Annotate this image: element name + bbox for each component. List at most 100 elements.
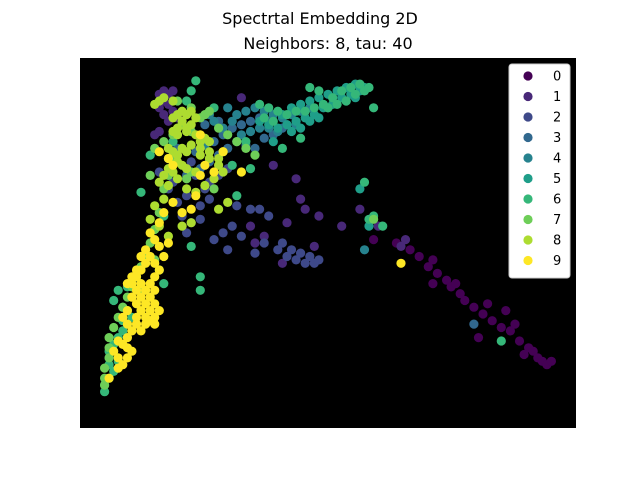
point-6-5 xyxy=(364,82,374,93)
point-7-24 xyxy=(104,333,114,343)
point-4-9 xyxy=(245,126,256,137)
point-1-16 xyxy=(282,218,292,228)
point-5-3 xyxy=(305,96,315,106)
point-6-15 xyxy=(273,106,283,116)
point-8-54 xyxy=(182,164,192,174)
point-8-34 xyxy=(209,174,219,184)
point-6-7 xyxy=(346,82,356,93)
point-9-7 xyxy=(145,292,155,302)
chart-title: Spectrtal Embedding 2D xyxy=(222,9,418,28)
legend-entry-5: 5 xyxy=(523,172,561,187)
point-7-6 xyxy=(214,123,224,133)
point-9-47 xyxy=(159,208,169,218)
point-1-29 xyxy=(314,211,324,221)
point-2-12 xyxy=(236,231,246,241)
point-9-48 xyxy=(168,197,178,207)
point-0-7 xyxy=(460,295,470,306)
point-6-61 xyxy=(496,336,506,346)
point-2-32 xyxy=(264,211,274,221)
point-7-29 xyxy=(100,380,110,390)
point-1-17 xyxy=(309,241,319,251)
point-9-24 xyxy=(131,299,142,309)
point-9-1 xyxy=(145,251,155,262)
point-6-28 xyxy=(245,164,256,174)
point-8-57 xyxy=(159,170,169,180)
point-8-29 xyxy=(163,180,173,191)
point-7-10 xyxy=(250,150,260,160)
point-9-42 xyxy=(122,353,132,363)
legend-label-4: 4 xyxy=(553,152,561,167)
point-5-31 xyxy=(355,184,365,194)
point-1-10 xyxy=(150,130,160,140)
legend-entry-7: 7 xyxy=(523,213,561,228)
point-9-70 xyxy=(136,279,146,289)
point-9-31 xyxy=(122,306,132,316)
point-2-13 xyxy=(223,245,233,255)
point-7-36 xyxy=(145,170,155,180)
legend-entry-8: 8 xyxy=(523,234,561,249)
point-8-17 xyxy=(186,140,196,150)
point-2-30 xyxy=(232,201,242,211)
point-8-25 xyxy=(214,153,224,164)
legend-marker-3 xyxy=(523,132,533,143)
point-9-60 xyxy=(163,153,173,164)
point-9-20 xyxy=(131,265,142,275)
point-9-14 xyxy=(131,285,142,295)
point-5-30 xyxy=(364,221,374,231)
point-9-53 xyxy=(177,208,187,218)
point-4-0 xyxy=(232,110,242,120)
legend-entry-6: 6 xyxy=(523,193,561,208)
point-0-4 xyxy=(442,275,452,285)
point-9-25 xyxy=(136,306,146,316)
point-7-0 xyxy=(159,137,169,147)
point-0-29 xyxy=(519,349,529,360)
point-4-1 xyxy=(241,106,251,116)
point-1-20 xyxy=(396,241,406,251)
point-9-22 xyxy=(122,279,132,289)
point-0-3 xyxy=(432,268,442,278)
legend-label-9: 9 xyxy=(553,254,561,269)
point-8-36 xyxy=(223,197,233,207)
point-8-8 xyxy=(177,116,187,126)
point-1-24 xyxy=(268,160,278,170)
point-8-20 xyxy=(163,143,173,153)
point-0-8 xyxy=(469,302,479,312)
point-9-43 xyxy=(127,346,137,356)
point-5-28 xyxy=(314,113,324,123)
point-6-58 xyxy=(100,387,110,397)
point-6-24 xyxy=(277,143,287,153)
point-5-16 xyxy=(291,116,301,126)
point-2-9 xyxy=(273,245,283,255)
point-9-51 xyxy=(150,235,160,245)
point-6-31 xyxy=(186,86,196,96)
point-5-2 xyxy=(296,99,306,109)
point-1-8 xyxy=(159,110,169,120)
point-2-6 xyxy=(300,258,310,268)
point-1-27 xyxy=(337,221,347,231)
point-9-56 xyxy=(195,170,205,180)
point-9-3 xyxy=(154,265,164,275)
point-9-55 xyxy=(191,191,201,201)
point-8-15 xyxy=(204,137,214,147)
point-2-7 xyxy=(291,255,301,265)
chart-subtitle: Neighbors: 8, tau: 40 xyxy=(243,34,412,53)
point-8-51 xyxy=(204,153,214,164)
point-2-31 xyxy=(245,204,256,214)
point-7-23 xyxy=(109,322,119,333)
point-6-34 xyxy=(145,150,155,160)
point-5-26 xyxy=(268,137,278,147)
point-8-41 xyxy=(145,214,155,224)
point-0-1 xyxy=(414,251,424,262)
point-6-19 xyxy=(268,116,278,126)
legend-label-5: 5 xyxy=(553,172,561,187)
point-2-19 xyxy=(182,228,192,238)
point-9-61 xyxy=(154,147,164,157)
point-4-10 xyxy=(236,130,246,140)
point-0-13 xyxy=(514,336,525,346)
legend-label-3: 3 xyxy=(553,131,561,146)
legend-entry-1: 1 xyxy=(523,90,561,105)
point-9-35 xyxy=(122,333,132,343)
point-1-19 xyxy=(250,238,260,248)
point-6-62 xyxy=(378,221,388,231)
point-6-12 xyxy=(300,106,310,116)
